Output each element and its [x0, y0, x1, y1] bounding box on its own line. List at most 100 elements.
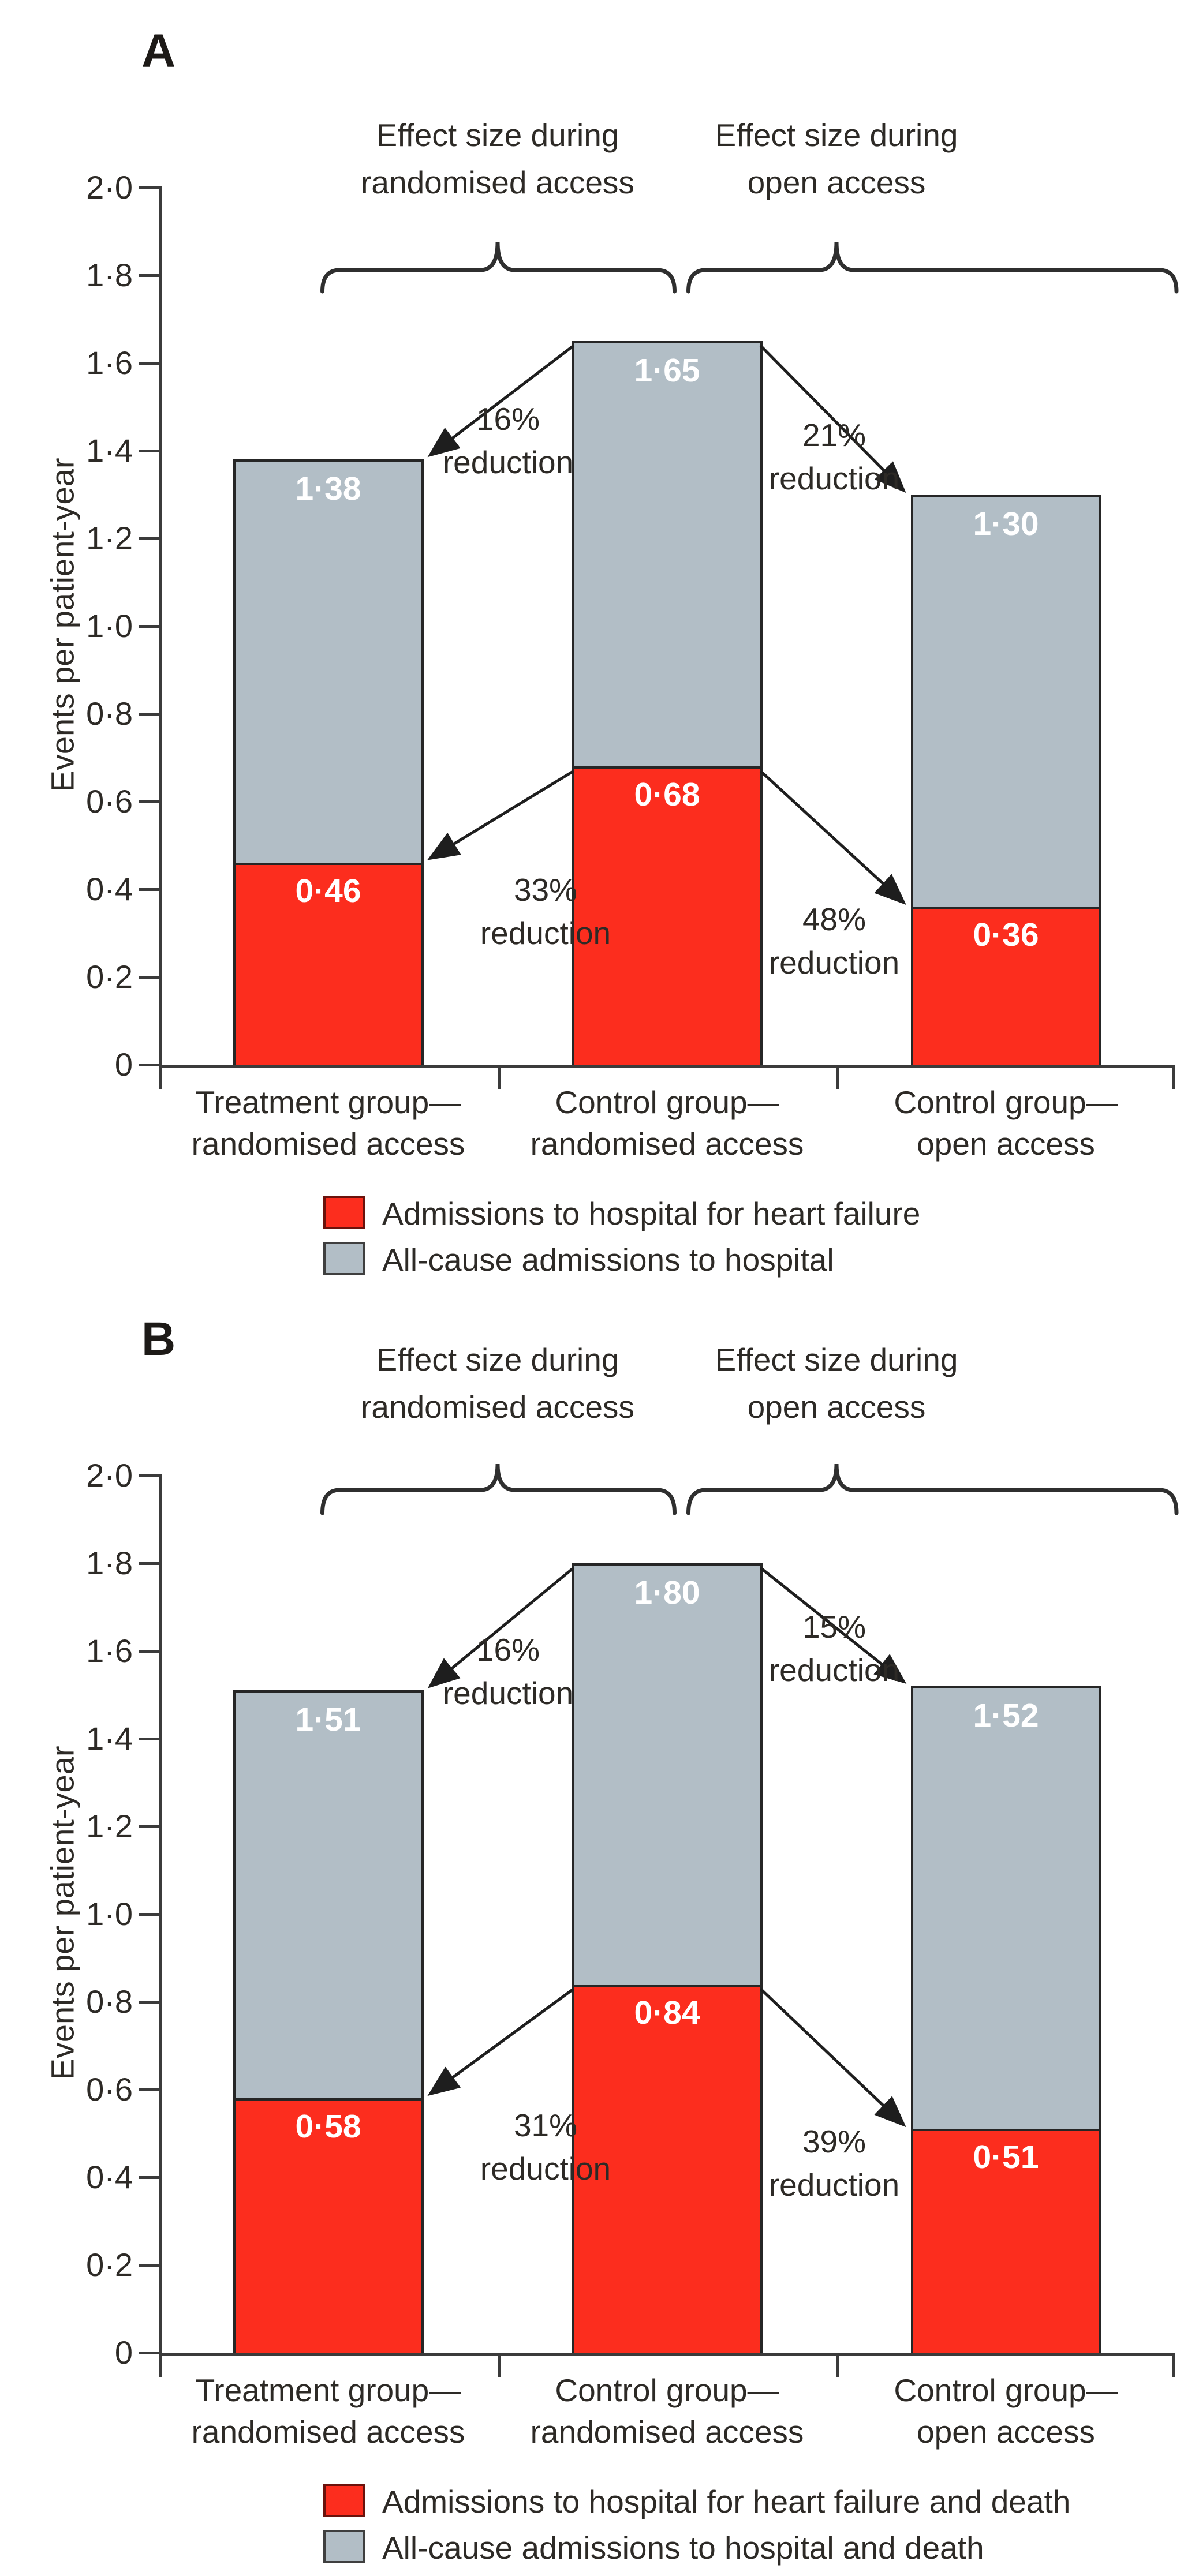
- x-category-label: randomised access: [530, 1126, 804, 1162]
- bar-1-total-label: 1·51: [295, 1701, 361, 1739]
- x-category-label: Treatment group—: [195, 2372, 461, 2408]
- x-axis-line: [159, 1065, 1175, 1068]
- y-tick-label: 0·6: [86, 783, 133, 819]
- bar-3-red-label: 0·36: [973, 916, 1039, 954]
- y-tick-label: 1·2: [86, 1808, 133, 1844]
- panel-A: A Events per patient-year 0 0·2 0·4 0·6 0·8 1·0…: [44, 25, 1179, 1277]
- reduction-pct: 39%: [802, 2124, 866, 2160]
- bar-3-total-label: 1·52: [973, 1697, 1039, 1734]
- y-tick-label: 0: [114, 2334, 133, 2371]
- effect-size-header: Effect size during: [715, 117, 958, 153]
- x-category-label: open access: [917, 1126, 1095, 1162]
- y-tick-label: 0·4: [86, 2159, 133, 2195]
- y-tick: [139, 2264, 159, 2267]
- x-category-label: randomised access: [191, 2414, 465, 2450]
- bar-2-total-label: 1·65: [634, 352, 700, 389]
- legend-label: Admissions to hospital for heart failure: [382, 1196, 921, 1231]
- bar-1-red-label: 0·46: [295, 873, 361, 910]
- bar-2: [572, 1563, 763, 2355]
- panel-B: B Events per patient-year 0 0·2 0·4 0·6 0·8 1·0…: [0, 1288, 1184, 2576]
- y-tick-label: 1·0: [86, 608, 133, 644]
- y-tick-label: 1·6: [86, 1633, 133, 1669]
- bar-3: [910, 1686, 1101, 2355]
- y-tick-label: 1·6: [86, 345, 133, 381]
- bar-1-red-label: 0·58: [295, 2108, 361, 2146]
- brace: [320, 1463, 677, 1515]
- y-axis-line: [159, 186, 162, 1068]
- reduction-word: reduction: [768, 460, 900, 496]
- bar-3-red-segment: [913, 2129, 1099, 2353]
- bar-2-red-label: 0·84: [634, 1994, 700, 2031]
- legend-swatch-gray: [323, 1242, 365, 1275]
- y-tick-label: 1·0: [86, 1896, 133, 1932]
- reduction-pct: 15%: [802, 1608, 866, 1645]
- y-tick-label: 2·0: [86, 169, 133, 205]
- effect-size-header: Effect size during: [376, 117, 619, 153]
- y-tick-label: 1·4: [86, 432, 133, 469]
- y-tick: [139, 1562, 159, 1565]
- y-tick: [139, 2176, 159, 2179]
- reduction-word: reduction: [768, 1652, 900, 1688]
- y-tick: [139, 1738, 159, 1740]
- brace: [686, 1463, 1179, 1515]
- reduction-pct: 31%: [513, 2107, 578, 2144]
- bar-2-red-segment: [574, 766, 760, 1065]
- x-category-label: Treatment group—: [195, 1084, 461, 1120]
- reduction-pct: 16%: [476, 1632, 540, 1668]
- y-tick-label: 0·2: [86, 958, 133, 995]
- panel-letter: B: [141, 1313, 176, 1365]
- y-axis-line: [159, 1474, 162, 2356]
- effect-size-header: Effect size during: [376, 1342, 619, 1377]
- x-category-label: randomised access: [530, 2414, 804, 2450]
- reduction-pct: 48%: [802, 901, 866, 938]
- x-tick: [1172, 1068, 1175, 1089]
- x-tick: [498, 2356, 501, 2377]
- reduction-word: reduction: [480, 915, 611, 952]
- y-tick-label: 1·4: [86, 1720, 133, 1757]
- y-tick: [139, 888, 159, 891]
- effect-size-header: open access: [747, 164, 926, 200]
- y-tick: [139, 2001, 159, 2004]
- bar-2-red-segment: [574, 1984, 760, 2353]
- reduction-word: reduction: [768, 2167, 900, 2203]
- bar-3: [910, 495, 1101, 1067]
- bar-1-red-segment: [235, 2098, 421, 2353]
- bar-2-red-label: 0·68: [634, 776, 700, 814]
- x-tick: [159, 1068, 162, 1089]
- legend-swatch-red: [323, 1196, 365, 1229]
- y-tick: [139, 800, 159, 803]
- y-tick: [139, 1474, 159, 1477]
- y-tick: [139, 2352, 159, 2354]
- x-tick: [836, 2356, 839, 2377]
- y-tick: [139, 362, 159, 365]
- bar-3-total-label: 1·30: [973, 506, 1039, 542]
- y-tick-label: 1·8: [86, 1545, 133, 1581]
- bar-2-total-label: 1·80: [634, 1574, 700, 1611]
- legend-label: Admissions to hospital for heart failure…: [382, 2484, 1071, 2519]
- reduction-word: reduction: [442, 444, 574, 481]
- effect-size-header: randomised access: [361, 1389, 634, 1425]
- x-tick: [836, 1068, 839, 1089]
- y-tick-label: 2·0: [86, 1457, 133, 1493]
- y-tick-label: 1·2: [86, 520, 133, 556]
- y-tick-label: 0·2: [86, 2246, 133, 2283]
- x-category-label: randomised access: [191, 1126, 465, 1162]
- x-axis-line: [159, 2353, 1175, 2356]
- x-category-label: Control group—: [555, 2372, 779, 2408]
- legend-swatch-gray: [323, 2530, 365, 2563]
- bar-1: [233, 1690, 424, 2355]
- x-category-label: Control group—: [894, 1084, 1118, 1120]
- y-tick: [139, 713, 159, 716]
- y-tick-label: 0: [114, 1046, 133, 1083]
- y-tick: [139, 1825, 159, 1828]
- reduction-arrow: [427, 770, 574, 860]
- y-tick: [139, 625, 159, 628]
- panel-letter: A: [141, 25, 176, 77]
- x-tick: [498, 1068, 501, 1089]
- reduction-arrow: [427, 1987, 574, 2096]
- x-tick: [1172, 2356, 1175, 2377]
- reduction-arrow: [759, 1987, 906, 2128]
- reduction-pct: 21%: [802, 417, 866, 453]
- reduction-pct: 16%: [476, 401, 540, 437]
- y-tick: [139, 1650, 159, 1653]
